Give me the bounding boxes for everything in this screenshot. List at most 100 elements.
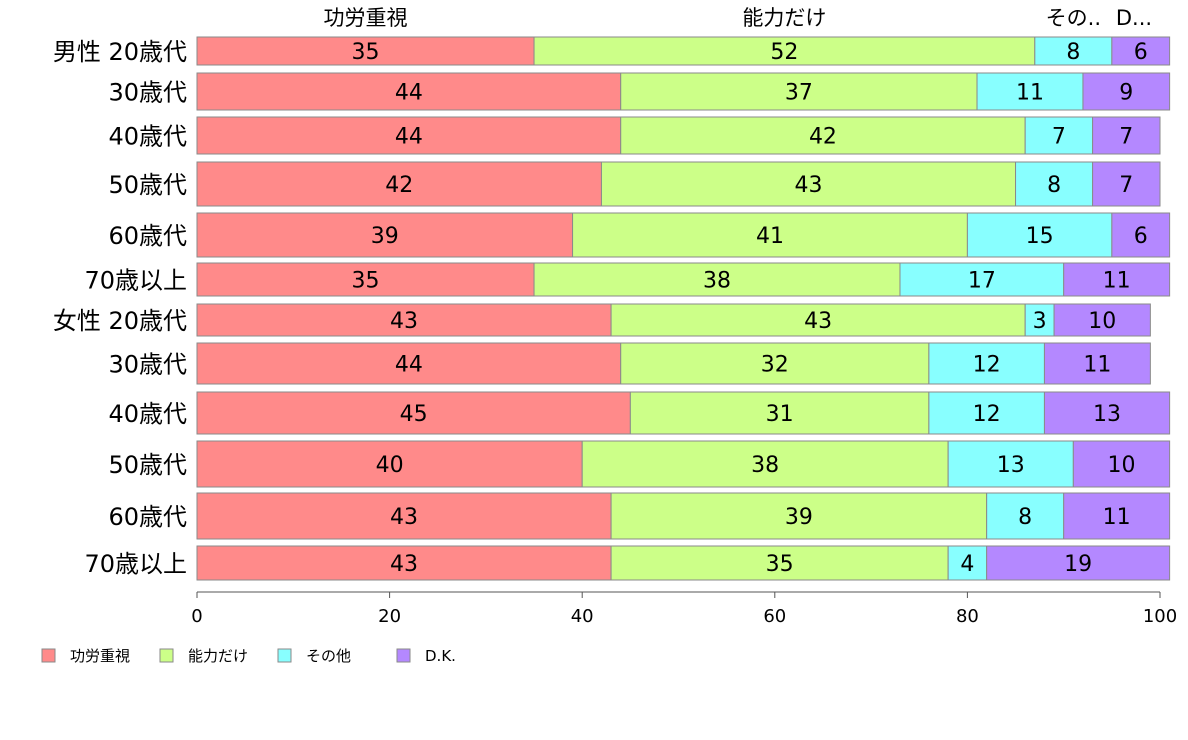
data-label-row10-series0: 43	[390, 505, 418, 530]
bar-segment-row1-series2	[976, 72, 1084, 111]
x-tick-label-1: 20	[378, 606, 401, 627]
data-label-row10-series1: 39	[785, 505, 813, 530]
data-label-row4-series2: 15	[1026, 224, 1054, 249]
bar-segment-row7-series0	[196, 342, 622, 385]
bar-segment-row8-series1	[629, 391, 930, 435]
data-label-row6-series3: 10	[1088, 309, 1116, 334]
bar-segment-row3-series1	[600, 161, 1017, 207]
bar-segment-row8-series3	[1043, 391, 1171, 435]
bar-segment-row2-series3	[1092, 116, 1161, 155]
bar-segment-row1-series0	[196, 72, 622, 111]
legend-label-3: D.K.	[425, 647, 456, 665]
data-label-row9-series0: 40	[376, 453, 404, 478]
legend-label-2: その他	[306, 647, 351, 665]
bar-segment-row5-series2	[899, 262, 1065, 297]
bar-segment-row2-series0	[196, 116, 622, 155]
bar-segment-row11-series1	[610, 545, 949, 581]
bar-segment-row5-series3	[1063, 262, 1171, 297]
bar-segment-row3-series3	[1092, 161, 1161, 207]
data-label-row3-series0: 42	[385, 173, 413, 198]
category-label-7: 30歳代	[108, 351, 187, 379]
data-label-row6-series0: 43	[390, 309, 418, 334]
data-label-row6-series1: 43	[804, 309, 832, 334]
bar-segment-row0-series2	[1034, 36, 1113, 66]
x-tick-label-3: 60	[763, 606, 786, 627]
bar-segment-row9-series2	[947, 440, 1074, 488]
data-label-row5-series1: 38	[703, 269, 731, 294]
bar-segment-row9-series1	[581, 440, 949, 488]
data-label-row9-series3: 10	[1107, 453, 1135, 478]
category-label-2: 40歳代	[108, 123, 187, 151]
data-label-row2-series0: 44	[395, 125, 423, 150]
legend: 功労重視 能力だけ その他 D.K.	[41, 647, 456, 665]
data-label-row3-series3: 7	[1119, 173, 1133, 198]
category-label-8: 40歳代	[108, 400, 187, 428]
bar-segment-row7-series3	[1043, 342, 1151, 385]
bar-segment-row1-series3	[1082, 72, 1171, 111]
data-label-row9-series1: 38	[751, 453, 779, 478]
bar-segment-row5-series0	[196, 262, 535, 297]
data-label-row7-series2: 12	[973, 353, 1001, 378]
top-label-0: 功労重視	[324, 6, 408, 30]
data-label-row0-series0: 35	[352, 40, 380, 65]
data-label-row11-series1: 35	[766, 552, 794, 577]
bar-segment-row4-series1	[572, 212, 968, 258]
data-label-row2-series2: 7	[1052, 125, 1066, 150]
bar-segment-row7-series2	[928, 342, 1045, 385]
category-label-11: 70歳以上	[84, 550, 187, 578]
data-label-row8-series2: 12	[973, 402, 1001, 427]
data-label-row1-series1: 37	[785, 81, 813, 106]
bar-segment-row10-series3	[1063, 492, 1171, 540]
top-label-3: D...	[1116, 6, 1152, 30]
category-label-3: 50歳代	[108, 171, 187, 199]
data-label-row7-series1: 32	[761, 353, 789, 378]
data-label-row2-series3: 7	[1119, 125, 1133, 150]
bar-segment-row0-series1	[533, 36, 1036, 66]
bar-segment-row6-series2	[1024, 303, 1055, 337]
bar-segment-row3-series0	[196, 161, 602, 207]
data-label-row1-series2: 11	[1016, 81, 1044, 106]
data-label-row4-series1: 41	[756, 224, 784, 249]
bar-segment-row1-series1	[620, 72, 978, 111]
bar-segment-row5-series1	[533, 262, 901, 297]
bar-segment-row6-series0	[196, 303, 612, 337]
bar-segment-row4-series2	[966, 212, 1113, 258]
x-tick-label-2: 40	[571, 606, 594, 627]
x-tick-label-4: 80	[956, 606, 979, 627]
data-label-row3-series1: 43	[795, 173, 823, 198]
data-label-row4-series0: 39	[371, 224, 399, 249]
legend-swatch-0	[41, 648, 56, 663]
data-label-row5-series3: 11	[1103, 269, 1131, 294]
data-label-row11-series2: 4	[960, 552, 974, 577]
data-label-row7-series0: 44	[395, 353, 423, 378]
bar-segment-row10-series1	[610, 492, 988, 540]
bar-segment-row10-series2	[986, 492, 1065, 540]
bar-segment-row4-series0	[196, 212, 574, 258]
data-label-row2-series1: 42	[809, 125, 837, 150]
data-label-row8-series3: 13	[1093, 402, 1121, 427]
top-label-2: その..	[1046, 6, 1101, 30]
category-label-0: 男性 20歳代	[53, 38, 187, 66]
data-label-row4-series3: 6	[1134, 224, 1148, 249]
bar-segment-row10-series0	[196, 492, 612, 540]
category-label-9: 50歳代	[108, 451, 187, 479]
bar-segment-row6-series3	[1053, 303, 1151, 337]
data-label-row11-series0: 43	[390, 552, 418, 577]
legend-swatch-3	[396, 648, 411, 663]
data-label-row11-series3: 19	[1064, 552, 1092, 577]
data-label-row10-series3: 11	[1103, 505, 1131, 530]
legend-swatch-2	[277, 648, 292, 663]
bar-segment-row0-series3	[1111, 36, 1171, 66]
bar-segment-row8-series2	[928, 391, 1045, 435]
top-label-1: 能力だけ	[742, 6, 826, 30]
data-label-row1-series3: 9	[1119, 81, 1133, 106]
legend-swatch-1	[159, 648, 174, 663]
x-tick-label-0: 0	[191, 606, 202, 627]
bars: 35 52 8 644 37 11 944 42 7 742 43 8 739 41 15 635 38 17 11…	[196, 36, 1171, 581]
data-label-row8-series0: 45	[400, 402, 428, 427]
category-label-4: 60歳代	[108, 222, 187, 250]
category-label-10: 60歳代	[108, 503, 187, 531]
bar-segment-row11-series0	[196, 545, 612, 581]
